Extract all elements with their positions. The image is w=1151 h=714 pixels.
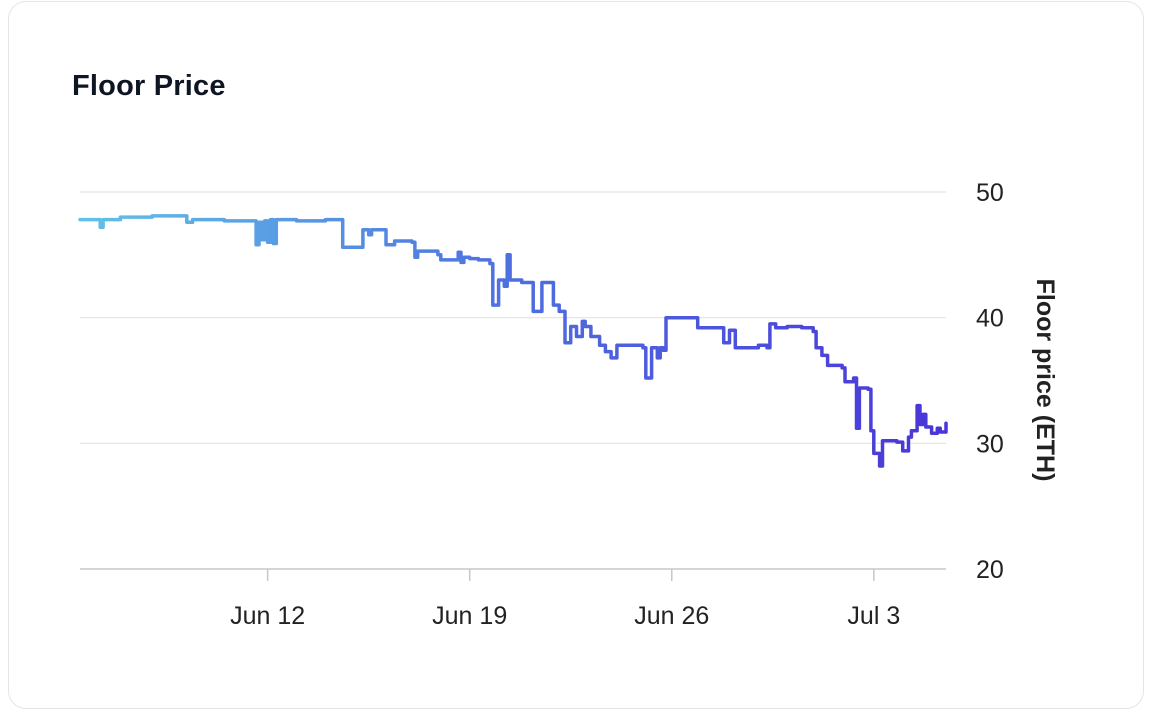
y-axis-label: Floor price (ETH) xyxy=(1031,279,1059,482)
x-tick-label: Jul 3 xyxy=(847,602,900,630)
chart-title: Floor Price xyxy=(72,70,226,102)
chart-card xyxy=(8,1,1144,709)
floor-price-line xyxy=(78,214,948,468)
x-tick-label: Jun 19 xyxy=(432,602,507,630)
x-tick-label: Jun 26 xyxy=(634,602,709,630)
y-tick-label: 30 xyxy=(976,430,1004,458)
y-tick-label: 40 xyxy=(976,305,1004,333)
y-tick-label: 20 xyxy=(976,556,1004,584)
y-tick-label: 50 xyxy=(976,179,1004,207)
x-tick-label: Jun 12 xyxy=(230,602,305,630)
